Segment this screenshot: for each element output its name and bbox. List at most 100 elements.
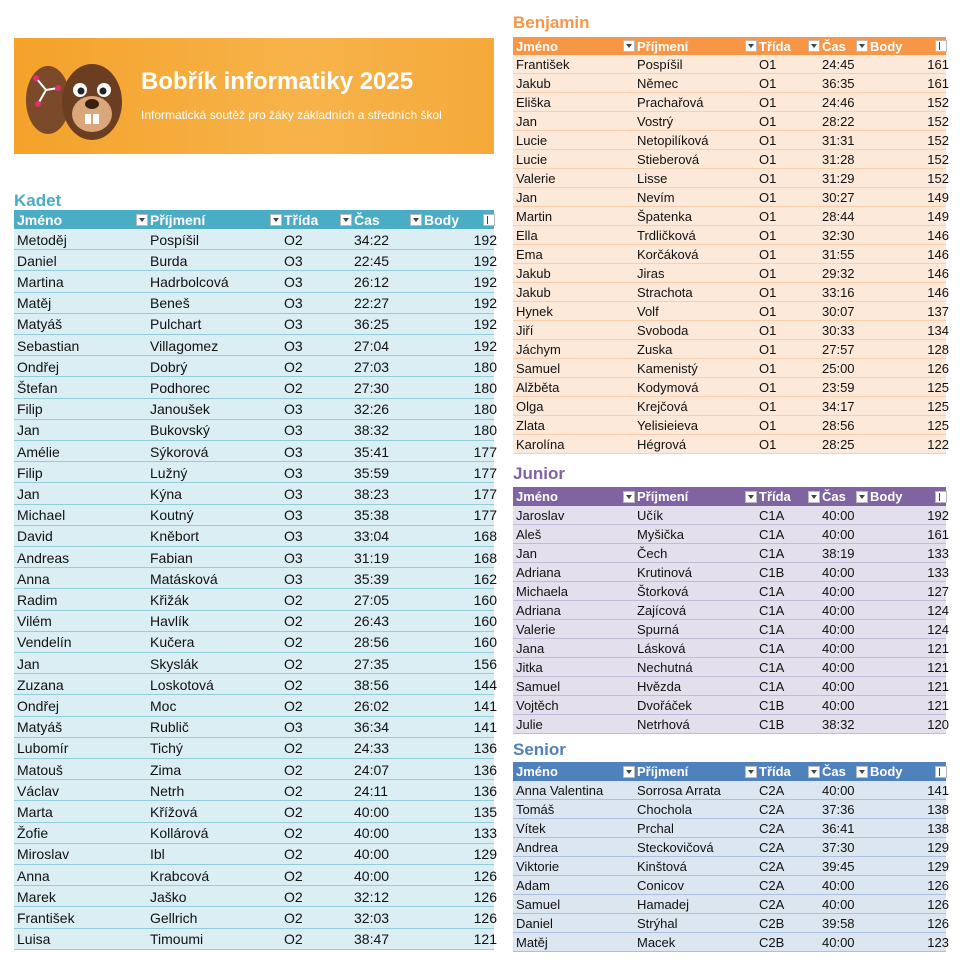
filter-button[interactable]: [623, 40, 635, 52]
filter-button[interactable]: [935, 40, 947, 52]
table-cell: 40:00: [354, 867, 390, 884]
table-cell: 40:00: [822, 935, 855, 950]
table-cell: 146: [927, 247, 949, 262]
filter-button[interactable]: [935, 490, 947, 503]
filter-button[interactable]: [745, 765, 757, 778]
table-cell: 160: [473, 613, 497, 630]
filter-button[interactable]: [745, 490, 757, 503]
table-cell: 32:03: [354, 909, 390, 926]
table-cell: Tichý: [150, 740, 183, 757]
table-cell: 36:34: [354, 719, 390, 736]
table-cell: O3: [284, 337, 303, 354]
table-cell: Matěj: [516, 935, 548, 950]
table-cell: Učík: [637, 508, 663, 523]
table-row: [14, 568, 494, 590]
table-cell: 192: [473, 252, 497, 269]
table-cell: O2: [284, 634, 303, 651]
filter-button[interactable]: [623, 765, 635, 778]
table-cell: Steckovičová: [637, 840, 714, 855]
table-cell: 36:25: [354, 316, 390, 333]
table-cell: O1: [759, 209, 777, 224]
table-cell: Kodymová: [637, 380, 699, 395]
filter-button[interactable]: [483, 213, 495, 226]
table-cell: 23:59: [822, 380, 855, 395]
table-cell: 146: [927, 285, 949, 300]
table-row: [14, 377, 494, 399]
table-cell: 26:02: [354, 697, 390, 714]
table-cell: 40:00: [822, 584, 855, 599]
table-cell: Samuel: [516, 679, 561, 694]
table-row: [14, 271, 494, 293]
table-row: [14, 865, 494, 887]
filter-button[interactable]: [340, 213, 352, 226]
table-cell: C2B: [759, 935, 785, 950]
table-cell: O3: [284, 570, 303, 587]
table-cell: 39:45: [822, 859, 855, 874]
table-cell: O2: [284, 613, 303, 630]
table-cell: O2: [284, 803, 303, 820]
table-cell: Eliška: [516, 95, 551, 110]
table-cell: O1: [759, 285, 777, 300]
table-cell: Korčáková: [637, 247, 699, 262]
filter-button[interactable]: [410, 213, 422, 226]
table-cell: C1A: [759, 508, 785, 523]
table-row: [14, 610, 494, 632]
table-cell: 152: [927, 95, 949, 110]
table-cell: C2A: [759, 897, 785, 912]
filter-button[interactable]: [856, 490, 868, 503]
table-cell: 27:57: [822, 342, 855, 357]
filter-button[interactable]: [808, 765, 820, 778]
table-cell: Pospíšil: [150, 231, 200, 248]
table-cell: Marek: [17, 888, 56, 905]
table-cell: Kollárová: [150, 825, 209, 842]
table-cell: Matěj: [17, 295, 52, 312]
table-row: [513, 359, 946, 378]
table-cell: 34:22: [354, 231, 390, 248]
filter-button[interactable]: [856, 40, 868, 52]
filter-button[interactable]: [136, 213, 148, 226]
table-cell: Matásková: [150, 570, 218, 587]
filter-button[interactable]: [623, 490, 635, 503]
table-cell: 168: [473, 528, 497, 545]
table-row: [513, 207, 946, 226]
table-cell: Jana: [516, 641, 545, 656]
table-cell: O1: [759, 437, 777, 452]
table-cell: Olga: [516, 399, 544, 414]
table-cell: Podhorec: [150, 379, 210, 396]
table-cell: Julie: [516, 717, 543, 732]
filter-button[interactable]: [935, 765, 947, 778]
table-cell: Zuska: [637, 342, 673, 357]
table-cell: 160: [473, 591, 497, 608]
table-cell: Strýhal: [637, 916, 678, 931]
table-cell: 180: [473, 358, 497, 375]
table-cell: O1: [759, 152, 777, 167]
table-cell: 141: [927, 783, 949, 798]
filter-button[interactable]: [808, 490, 820, 503]
table-cell: C1A: [759, 603, 785, 618]
table-cell: 32:26: [354, 401, 390, 418]
filter-button[interactable]: [270, 213, 282, 226]
table-cell: 123: [927, 935, 949, 950]
filter-button[interactable]: [808, 40, 820, 52]
table-cell: O3: [284, 549, 303, 566]
table-cell: 129: [927, 840, 949, 855]
table-cell: 138: [927, 821, 949, 836]
table-cell: 31:31: [822, 133, 855, 148]
table-cell: 146: [927, 266, 949, 281]
filter-button[interactable]: [856, 765, 868, 778]
table-cell: 134: [927, 323, 949, 338]
table-cell: Prachařová: [637, 95, 704, 110]
column-header: Čas: [819, 762, 870, 781]
filter-button[interactable]: [745, 40, 757, 52]
table-row: [513, 677, 946, 696]
table-cell: C1A: [759, 641, 785, 656]
table-cell: O2: [284, 676, 303, 693]
table-cell: C2A: [759, 840, 785, 855]
table-cell: Miroslav: [17, 846, 70, 863]
table-cell: Volf: [637, 304, 659, 319]
table-cell: Zima: [150, 761, 182, 778]
table-row: [14, 525, 494, 547]
column-header: Jméno: [513, 762, 637, 781]
table-cell: 192: [927, 508, 949, 523]
table-cell: Hynek: [516, 304, 553, 319]
